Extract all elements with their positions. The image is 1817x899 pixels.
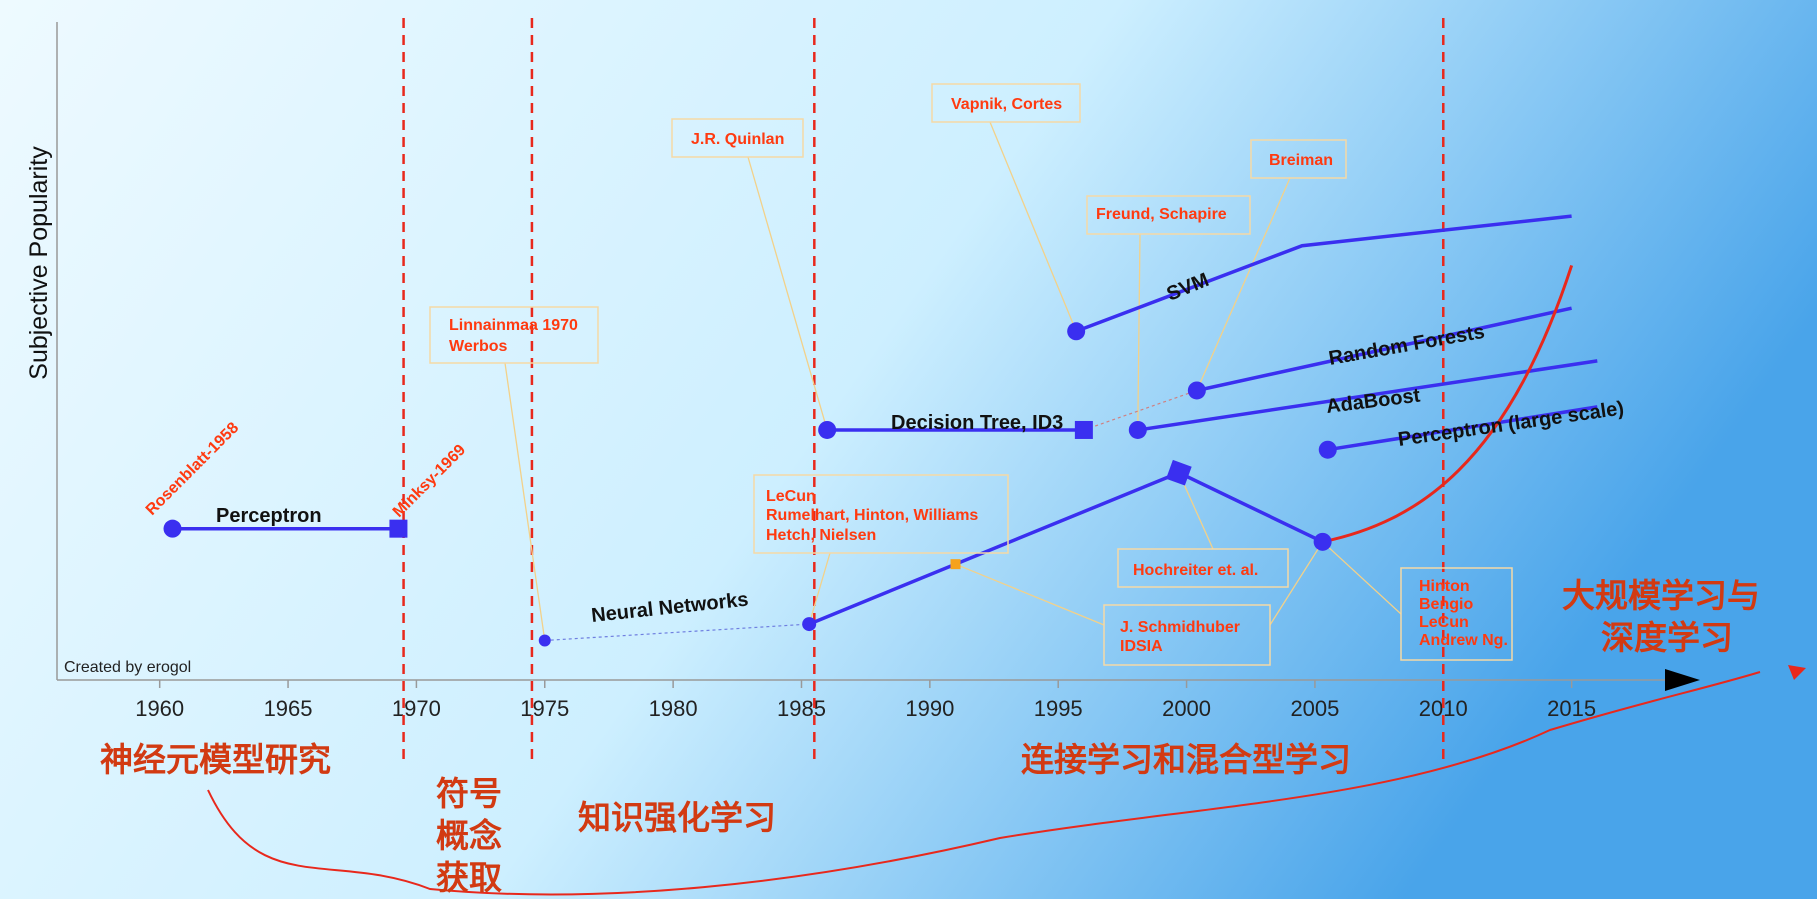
box-hochreiter [1117,548,1289,588]
era-label-neuron-model: 神经元模型研究 [100,741,331,778]
leader-freund [1137,233,1141,430]
annotation-lecun-2: LeCun [1419,614,1469,631]
annotation-leaders [504,121,1402,641]
era-label-symbolic-line3: 获取 [436,859,502,896]
box-hinton-group [1400,567,1513,661]
annotation-linnainmaa: Linnainmaa 1970 [449,317,578,334]
box-lecun-rumelhart [753,474,1009,554]
era-label-symbolic-line1: 符号 [436,775,502,812]
annotation-andrew-ng: Andrew Ng. [1419,632,1508,649]
series-marker-start-3 [818,420,837,439]
series-marker-nn-peak [1166,459,1192,486]
series-label-perceptron: Perceptron [216,505,322,527]
series-line-8 [1322,264,1574,544]
series-marker-start-6 [1128,420,1147,439]
x-tick-label-1965: 1965 [264,696,313,721]
leader-schmidhuber-b [1269,541,1324,626]
x-tick-label-1970: 1970 [392,696,441,721]
x-axis-arrowhead [1665,669,1700,691]
box-breiman [1250,139,1347,179]
x-tick-label-2015: 2015 [1547,696,1596,721]
trend-arrowhead [1788,665,1806,680]
annotation-idsia: IDSIA [1120,638,1163,655]
leader-quinlan [747,156,828,431]
annotation-hetch: Hetch, Nielsen [766,527,876,544]
x-tick-label-2000: 2000 [1162,696,1211,721]
era-label-connectionist: 连接学习和混合型学习 [1021,741,1351,778]
era-dividers [402,18,1445,766]
series-line-5 [1196,306,1572,393]
series-marker-start-4 [1067,322,1086,341]
leader-schmidhuber-a [955,563,1105,626]
era-label-deep-learning-line1: 大规模学习与 [1562,577,1760,614]
era-label-knowledge: 知识强化学习 [578,799,776,836]
annotation-werbos: Werbos [449,338,507,355]
era-label-symbolic-line2: 概念 [436,817,502,854]
series-label-decision-tree: Decision Tree, ID3 [891,412,1063,434]
annotation-rumelhart: Rumelhart, Hinton, Williams [766,507,978,524]
annotation-bengio: Bengio [1419,596,1473,613]
annotation-schmidhuber: J. Schmidhuber [1120,619,1240,636]
x-tick-label-1975: 1975 [520,696,569,721]
trend-curve [207,671,1761,896]
x-tick-label-1980: 1980 [649,696,698,721]
series-marker-nn-end [1313,532,1332,551]
leader-vapnik [989,121,1077,332]
annotation-quinlan: J.R. Quinlan [691,131,784,148]
era-label-deep-learning-line2: 深度学习 [1601,619,1733,656]
leader-hinton [1322,541,1402,615]
x-tick-label-1990: 1990 [905,696,954,721]
series-line-4 [1075,214,1572,333]
series-line-1 [544,623,810,642]
box-linnainmaa [429,306,599,364]
series-marker-start-1 [538,634,551,647]
box-vapnik [931,83,1081,123]
x-tick-label-2005: 2005 [1290,696,1339,721]
annotation-vapnik: Vapnik, Cortes [951,96,1062,113]
x-ticks: 1960 1965 1970 1975 1980 1985 1990 1995 2000 2005… [135,680,1596,721]
series-line-7 [1327,405,1598,452]
y-axis-label: Subjective Popularity [25,146,53,380]
series-marker-start-0 [163,519,182,538]
annotation-hinton: Hinton [1419,578,1470,595]
annotation-hochreiter: Hochreiter et. al. [1133,562,1258,579]
x-tick-label-1960: 1960 [135,696,184,721]
x-tick-label-1985: 1985 [777,696,826,721]
series-marker-start-7 [1318,440,1337,459]
annotation-breiman: Breiman [1269,152,1333,169]
marker-schmidhuber-1991 [950,559,961,570]
series-marker-end-3 [1074,420,1093,439]
series-markers [163,322,1337,647]
annotation-lecun: LeCun [766,488,816,505]
credit-label: Created by erogol [64,659,191,676]
leader-lecun [808,552,831,625]
x-tick-label-1995: 1995 [1034,696,1083,721]
link-id3-rf [1083,389,1198,431]
series-line-6 [1137,359,1598,432]
box-schmidhuber [1103,604,1271,666]
leader-breiman [1196,177,1291,391]
series-marker-end-0 [389,519,408,538]
series-marker-nn-start [802,617,817,632]
leader-linnainmaa [504,362,546,641]
series-marker-start-5 [1187,381,1206,400]
box-freund [1086,195,1251,235]
box-quinlan [671,118,804,158]
annotation-freund: Freund, Schapire [1096,206,1227,223]
